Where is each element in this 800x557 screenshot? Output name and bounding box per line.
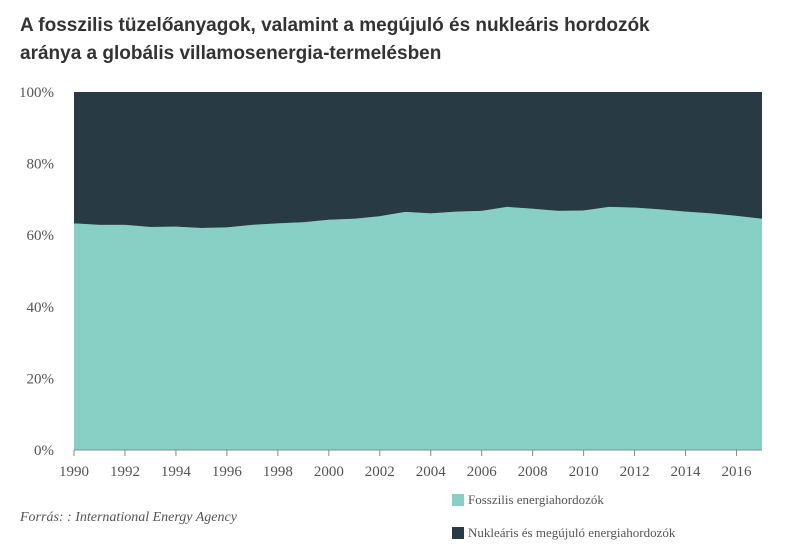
chart-title-line-2: aránya a globális villamosenergia-termel… <box>20 43 442 64</box>
legend-swatch-fossil <box>452 494 464 506</box>
series-area-fossil <box>74 206 762 450</box>
y-tick-label: 20% <box>27 371 55 387</box>
legend-item-fossil: Fosszilis energiahordozók <box>452 491 675 509</box>
legend-label-nuclear-renewable: Nukleáris és megújuló energiahordozók <box>468 525 676 540</box>
y-tick-label: 60% <box>27 228 55 244</box>
x-tick-label: 1998 <box>263 464 293 480</box>
y-tick-label: 100% <box>19 85 54 101</box>
x-tick-label: 1990 <box>59 464 89 480</box>
y-tick-label: 40% <box>27 300 55 316</box>
x-tick-label: 2010 <box>569 464 599 480</box>
series-area-nuclear-renewable <box>74 92 762 229</box>
x-tick-label: 2016 <box>722 464 753 480</box>
x-tick-label: 2008 <box>518 464 548 480</box>
legend: Fosszilis energiahordozók Nukleáris és m… <box>452 491 675 557</box>
source-note: Forrás: : International Energy Agency <box>20 510 237 525</box>
x-tick-label: 1996 <box>212 464 243 480</box>
chart-title: A fosszilis tüzelőanyagok, valamint a me… <box>20 12 780 68</box>
y-tick-label: 80% <box>27 157 55 173</box>
x-tick-label: 2006 <box>467 464 498 480</box>
x-tick-label: 2012 <box>620 464 650 480</box>
x-tick-label: 2000 <box>314 464 344 480</box>
chart-title-line-1: A fosszilis tüzelőanyagok, valamint a me… <box>20 15 650 36</box>
y-tick-label: 0% <box>34 443 54 459</box>
legend-label-fossil: Fosszilis energiahordozók <box>468 492 604 507</box>
x-tick-label: 1992 <box>110 464 140 480</box>
x-tick-label: 2014 <box>671 464 702 480</box>
legend-item-nuclear-renewable: Nukleáris és megújuló energiahordozók <box>452 524 675 542</box>
legend-swatch-nuclear-renewable <box>452 527 464 539</box>
x-tick-label: 2002 <box>365 464 395 480</box>
x-tick-label: 2004 <box>416 464 447 480</box>
x-tick-label: 1994 <box>161 464 192 480</box>
